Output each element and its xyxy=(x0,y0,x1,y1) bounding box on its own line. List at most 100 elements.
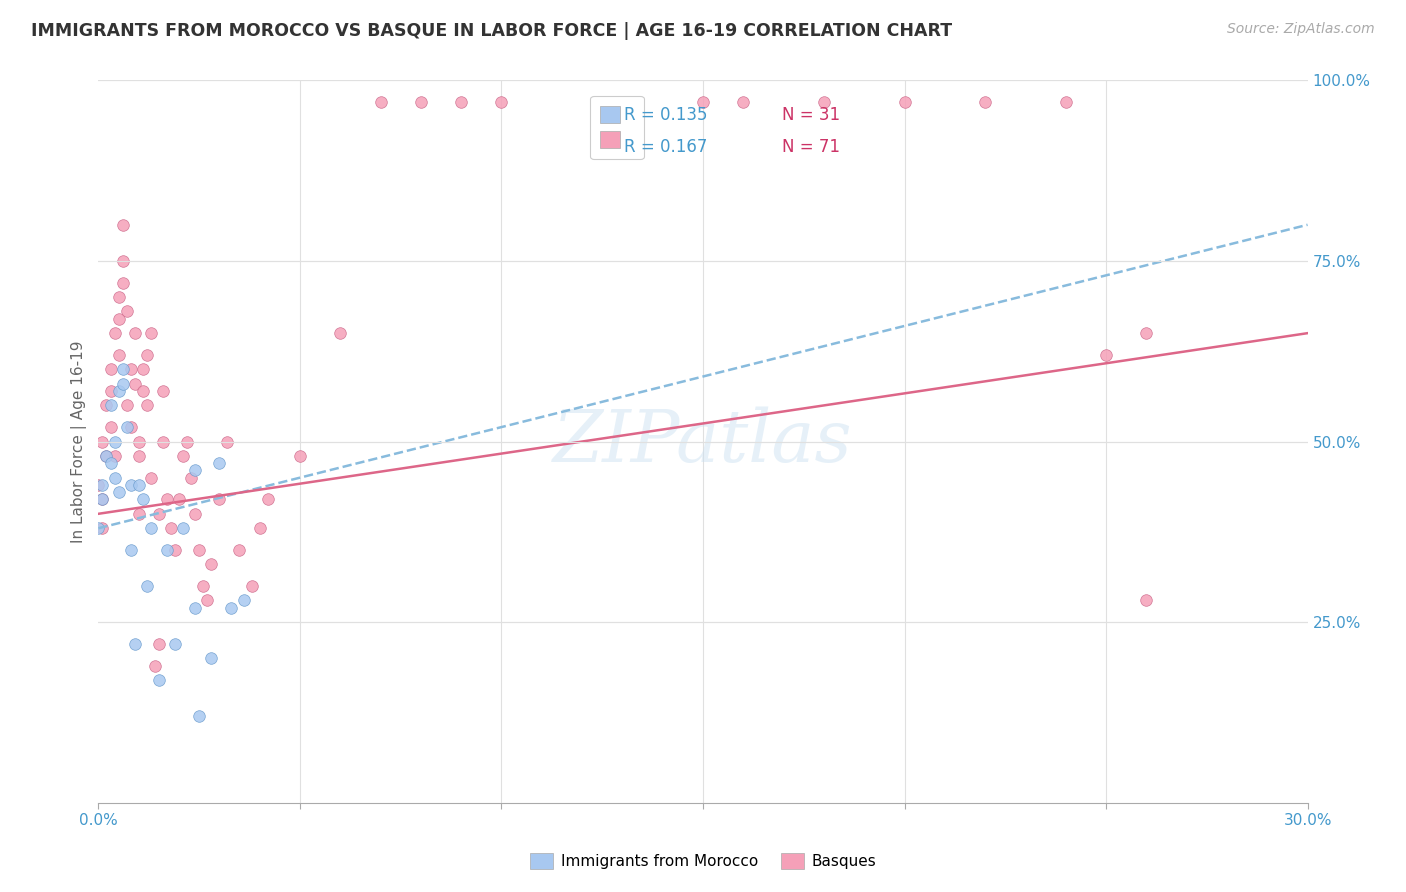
Point xyxy=(813,95,835,109)
Point xyxy=(288,449,311,463)
Point xyxy=(100,456,122,470)
Point xyxy=(120,478,142,492)
Point xyxy=(152,434,174,449)
Point xyxy=(172,521,194,535)
Point xyxy=(135,348,157,362)
Point xyxy=(167,492,190,507)
Point xyxy=(1135,593,1157,607)
Point xyxy=(184,463,207,477)
Point xyxy=(139,470,162,484)
Point xyxy=(184,600,207,615)
Point xyxy=(217,434,239,449)
Point xyxy=(240,579,263,593)
Point xyxy=(91,492,114,507)
Point xyxy=(195,593,218,607)
Point xyxy=(124,326,146,340)
Point xyxy=(107,311,129,326)
Legend: Immigrants from Morocco, Basques: Immigrants from Morocco, Basques xyxy=(524,847,882,875)
Point xyxy=(100,362,122,376)
Point xyxy=(156,492,179,507)
Point xyxy=(139,326,162,340)
Point xyxy=(180,470,202,484)
Text: ZIPatlas: ZIPatlas xyxy=(553,406,853,477)
Point xyxy=(103,434,125,449)
Point xyxy=(148,507,170,521)
Point xyxy=(120,542,142,557)
Point xyxy=(100,384,122,398)
Point xyxy=(111,218,134,232)
Point xyxy=(228,542,250,557)
Point xyxy=(148,673,170,687)
Point xyxy=(128,449,150,463)
Point xyxy=(115,420,138,434)
Point xyxy=(200,558,222,572)
Point xyxy=(111,362,134,376)
Point xyxy=(143,658,166,673)
Point xyxy=(135,398,157,412)
Point xyxy=(692,95,714,109)
Point xyxy=(135,579,157,593)
Point xyxy=(107,348,129,362)
Point xyxy=(103,470,125,484)
Point xyxy=(176,434,198,449)
Point xyxy=(115,398,138,412)
Point xyxy=(208,456,231,470)
Point xyxy=(91,492,114,507)
Point xyxy=(733,95,755,109)
Point xyxy=(132,384,155,398)
Point xyxy=(612,95,634,109)
Point xyxy=(172,449,194,463)
Point xyxy=(1054,95,1077,109)
Point xyxy=(156,542,179,557)
Point xyxy=(193,579,215,593)
Point xyxy=(200,651,222,665)
Point xyxy=(184,507,207,521)
Point xyxy=(329,326,352,340)
Point xyxy=(100,398,122,412)
Point xyxy=(111,376,134,391)
Point xyxy=(188,542,211,557)
Point xyxy=(232,593,254,607)
Point xyxy=(974,95,997,109)
Point xyxy=(152,384,174,398)
Point xyxy=(256,492,278,507)
Point xyxy=(100,420,122,434)
Legend: , : , xyxy=(591,95,644,159)
Point xyxy=(1095,348,1118,362)
Point xyxy=(491,95,513,109)
Point xyxy=(132,362,155,376)
Point xyxy=(208,492,231,507)
Point xyxy=(128,434,150,449)
Point xyxy=(409,95,432,109)
Point xyxy=(128,478,150,492)
Point xyxy=(128,507,150,521)
Point xyxy=(96,398,118,412)
Text: Source: ZipAtlas.com: Source: ZipAtlas.com xyxy=(1227,22,1375,37)
Point xyxy=(139,521,162,535)
Text: IMMIGRANTS FROM MOROCCO VS BASQUE IN LABOR FORCE | AGE 16-19 CORRELATION CHART: IMMIGRANTS FROM MOROCCO VS BASQUE IN LAB… xyxy=(31,22,952,40)
Point xyxy=(132,492,155,507)
Point xyxy=(1135,326,1157,340)
Point xyxy=(450,95,472,109)
Y-axis label: In Labor Force | Age 16-19: In Labor Force | Age 16-19 xyxy=(72,340,87,543)
Point xyxy=(221,600,243,615)
Point xyxy=(893,95,915,109)
Point xyxy=(91,434,114,449)
Point xyxy=(107,290,129,304)
Point xyxy=(111,276,134,290)
Point xyxy=(91,521,114,535)
Text: R = 0.135: R = 0.135 xyxy=(624,105,707,124)
Point xyxy=(87,478,110,492)
Point xyxy=(107,384,129,398)
Point xyxy=(96,449,118,463)
Point xyxy=(148,637,170,651)
Point xyxy=(111,253,134,268)
Text: N = 31: N = 31 xyxy=(782,105,839,124)
Point xyxy=(115,304,138,318)
Point xyxy=(103,449,125,463)
Text: R = 0.167: R = 0.167 xyxy=(624,138,707,156)
Point xyxy=(124,376,146,391)
Point xyxy=(249,521,271,535)
Point xyxy=(163,637,186,651)
Point xyxy=(87,521,110,535)
